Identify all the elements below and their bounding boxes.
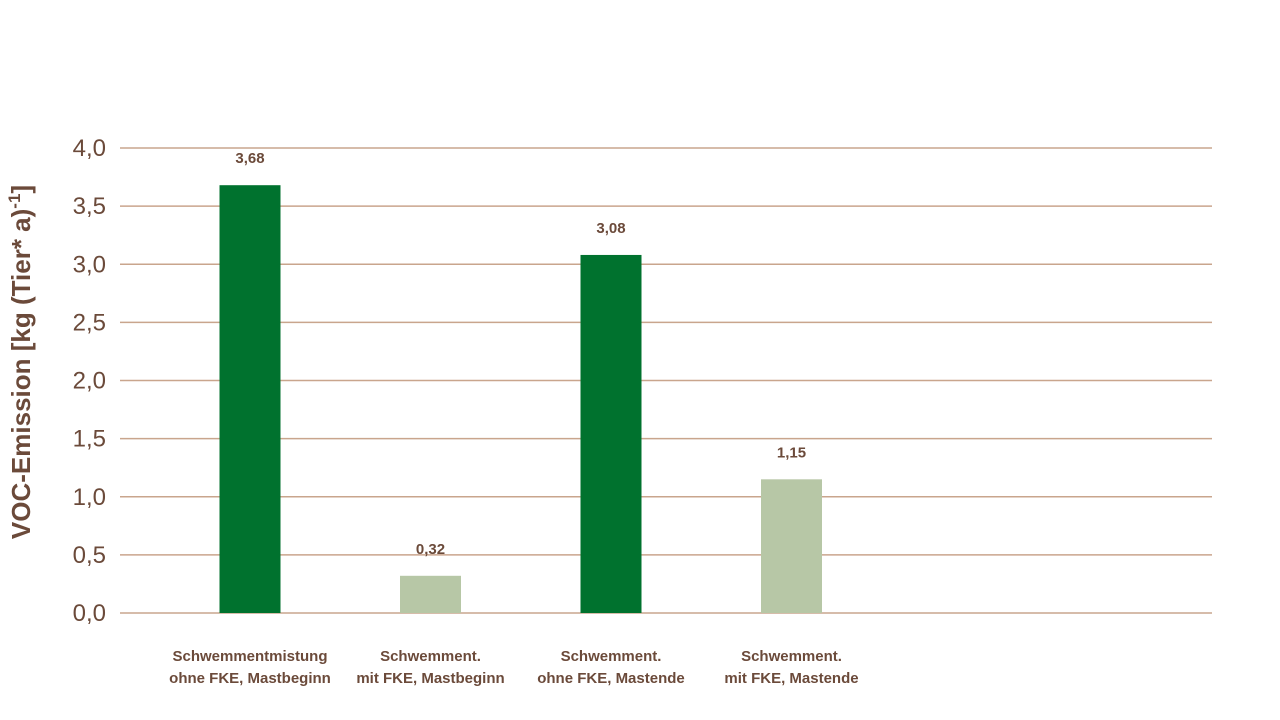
gridlines [120, 147, 1212, 614]
y-tick-label: 1,0 [73, 484, 106, 511]
category-label-line: Schwemment. [380, 648, 481, 665]
y-axis-label: VOC-Emission [kg (Tier* a)-1] [5, 185, 36, 539]
category-label-line: ohne FKE, Mastbeginn [169, 670, 331, 687]
y-axis-ticks: 0,0 0,5 1,0 1,5 2,0 2,5 3,0 3,5 4,0 [73, 135, 106, 627]
bar [761, 479, 822, 613]
category-labels: Schwemmentmistung ohne FKE, MastbeginnSch… [169, 648, 858, 687]
category-label: Schwemment. ohne FKE, Mastende [537, 648, 685, 687]
y-axis-label-main: VOC-Emission [kg (Tier* a) [6, 209, 36, 539]
y-tick-label: 3,0 [73, 251, 106, 278]
category-label: Schwemment. mit FKE, Mastende [724, 648, 858, 687]
data-label: 0,32 [416, 541, 445, 558]
category-label-line: Schwemmentmistung [172, 648, 327, 665]
category-label: Schwemment. mit FKE, Mastbeginn [356, 648, 504, 687]
y-axis-label-superscript: -1 [5, 194, 24, 209]
data-label: 1,15 [777, 444, 806, 461]
y-tick-label: 1,5 [73, 426, 106, 453]
bar [400, 575, 461, 613]
category-label-line: mit FKE, Mastbeginn [356, 670, 504, 687]
category-label: Schwemmentmistung ohne FKE, Mastbeginn [169, 648, 331, 687]
data-label: 3,08 [596, 220, 625, 237]
bar [580, 254, 642, 613]
category-label-line: Schwemment. [561, 648, 662, 665]
y-axis-label-suffix: ] [6, 185, 36, 194]
data-labels: 3,68 0,32 3,08 1,15 [235, 150, 806, 558]
y-tick-label: 0,0 [73, 600, 106, 627]
data-label: 3,68 [235, 150, 264, 167]
y-tick-label: 2,5 [73, 309, 106, 336]
y-tick-label: 0,5 [73, 542, 106, 569]
y-tick-label: 4,0 [73, 135, 106, 162]
y-tick-label: 2,0 [73, 368, 106, 395]
bars [219, 185, 822, 613]
bar [219, 185, 281, 613]
category-label-line: ohne FKE, Mastende [537, 670, 685, 687]
category-label-line: Schwemment. [741, 648, 842, 665]
y-tick-label: 3,5 [73, 193, 106, 220]
category-label-line: mit FKE, Mastende [724, 670, 858, 687]
